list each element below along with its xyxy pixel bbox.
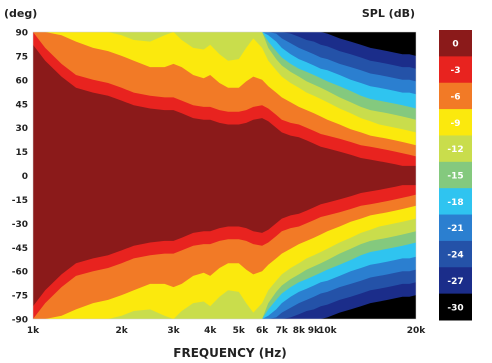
y-tick-label: -90: [12, 316, 28, 326]
colorbar-level-label: -21: [447, 224, 463, 234]
x-tick-label: 10k: [318, 326, 338, 336]
colorbar-level-label: -27: [447, 277, 463, 287]
x-tick-label: 8k: [293, 326, 306, 336]
x-tick-label: 4k: [204, 326, 217, 336]
colorbar-swatch: [439, 188, 472, 216]
colorbar-level-label: -15: [447, 172, 463, 182]
y-axis-label: (deg): [4, 7, 37, 20]
colorbar-swatch: [439, 82, 472, 110]
y-tick-label: -60: [12, 268, 28, 278]
y-tick-label: -75: [12, 292, 28, 302]
x-axis-label: FREQUENCY (Hz): [173, 346, 287, 360]
colorbar-swatch: [439, 56, 472, 84]
y-tick-label: 30: [15, 124, 28, 134]
y-tick-label: -45: [12, 244, 28, 254]
colorbar-level-label: -6: [451, 92, 461, 102]
plot-frame: [32, 31, 417, 320]
x-tick-label: 6k: [256, 326, 269, 336]
y-tick-label: 15: [15, 148, 28, 158]
y-tick-label: 75: [15, 52, 28, 62]
colorbar-level-label: -30: [447, 303, 463, 313]
colorbar-swatch: [439, 135, 472, 163]
colorbar-level-label: -9: [451, 119, 461, 129]
colorbar-swatch: [439, 109, 472, 136]
colorbar-swatch: [439, 293, 472, 321]
colorbar-level-label: -12: [447, 145, 463, 155]
y-tick-label: 45: [15, 100, 28, 110]
y-tick-label: 0: [22, 172, 28, 182]
y-tick-label: -15: [12, 196, 28, 206]
y-tick-label: -30: [12, 220, 28, 230]
colorbar-swatch: [439, 214, 472, 242]
colorbar-swatch: [439, 30, 472, 57]
colorbar-swatch: [439, 240, 472, 268]
x-tick-label: 3k: [167, 326, 180, 336]
colorbar-level-label: -3: [451, 66, 461, 76]
plot-area: [33, 32, 416, 319]
y-tick-label: 60: [15, 76, 28, 86]
x-tick-label: 9k: [308, 326, 321, 336]
x-tick-label: 7k: [276, 326, 289, 336]
x-tick-label: 5k: [233, 326, 246, 336]
colorbar: 0 -3 -6 -9 -12 -15 -18 -21 -24 -27 -30: [439, 30, 472, 321]
colorbar-swatch: [439, 267, 472, 295]
contour-0dB-core: [33, 44, 416, 307]
y-axis-ticks: 90 75 60 45 30 15 0 -15 -30 -45 -60 -75 -90: [12, 29, 28, 326]
x-tick-label: 1k: [27, 326, 40, 336]
colorbar-level-label: -18: [447, 198, 463, 208]
colorbar-swatch: [439, 161, 472, 189]
colorbar-title: SPL (dB): [362, 7, 415, 20]
colorbar-level-label: 0: [452, 40, 458, 50]
x-tick-label: 2k: [115, 326, 128, 336]
x-tick-label: 20k: [407, 326, 427, 336]
colorbar-level-label: -24: [447, 251, 463, 261]
y-tick-label: 90: [15, 29, 28, 39]
